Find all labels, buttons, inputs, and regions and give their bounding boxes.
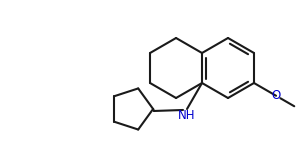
Text: NH: NH	[178, 109, 196, 122]
Text: O: O	[271, 89, 281, 102]
